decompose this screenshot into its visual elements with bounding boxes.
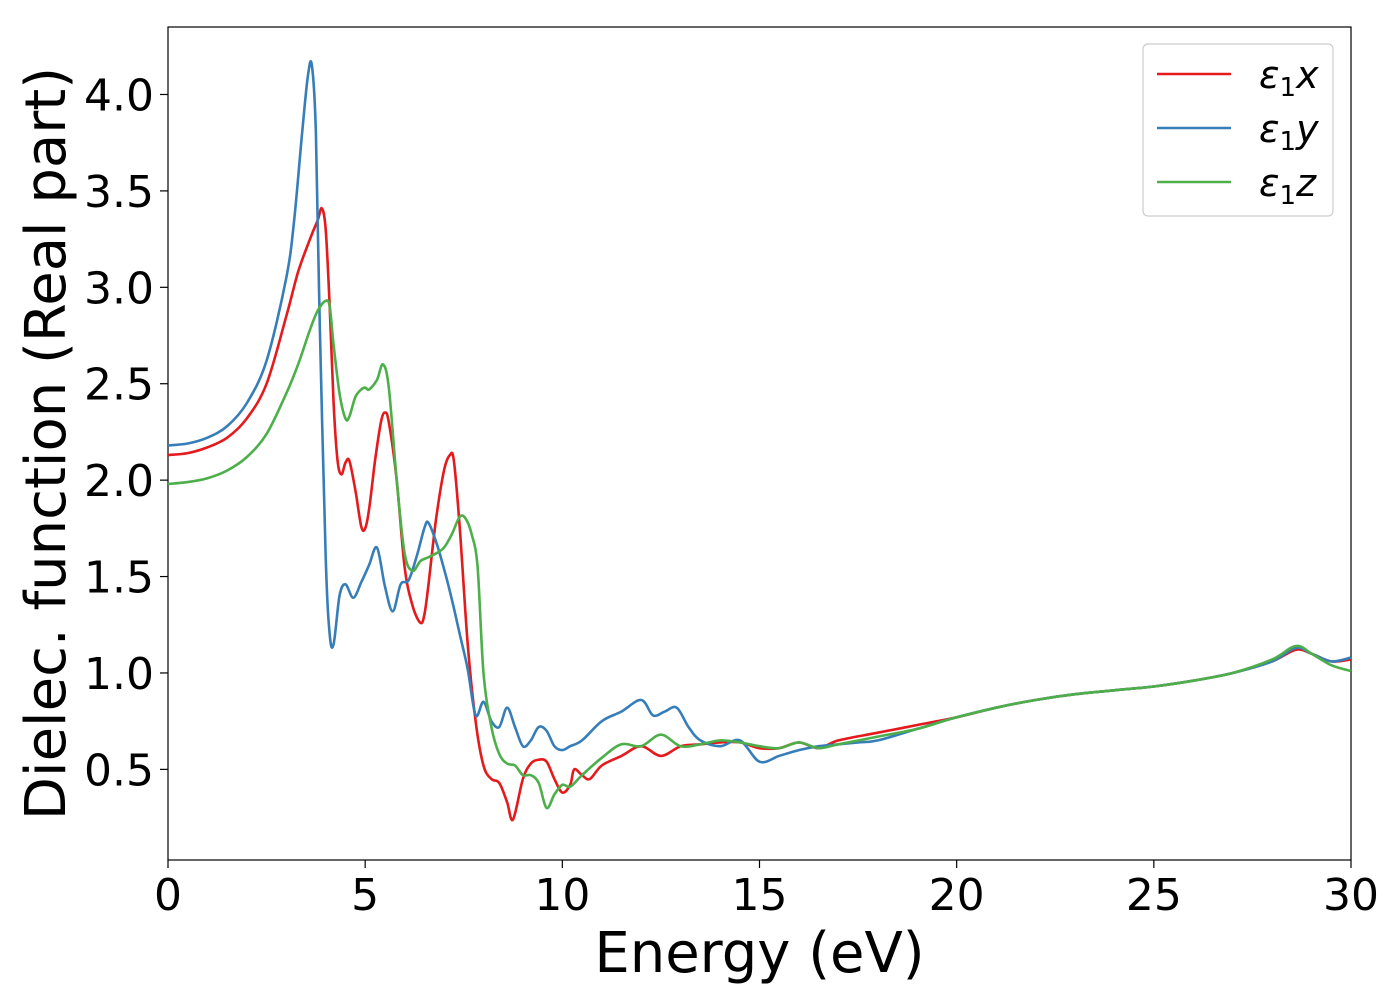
- y-tick-label: 3.0: [84, 263, 154, 314]
- y-tick-label: 3.5: [84, 167, 154, 218]
- y-axis-ticks: 0.5 1.0 1.5 2.0 2.5 3.0 3.5 4.0: [84, 70, 168, 796]
- legend-label-epsilon1z: ε1z: [1259, 161, 1317, 211]
- legend-label-epsilon1y: ε1y: [1259, 107, 1319, 157]
- x-tick-label: 25: [1126, 870, 1182, 921]
- y-tick-label: 0.5: [84, 745, 154, 796]
- y-tick-label: 1.5: [84, 553, 154, 604]
- x-tick-label: 20: [929, 870, 985, 921]
- x-tick-label: 15: [732, 870, 788, 921]
- y-tick-label: 2.5: [84, 360, 154, 411]
- series-lines: [167, 60, 1352, 822]
- legend-box: [1142, 43, 1334, 217]
- x-tick-label: 0: [154, 870, 182, 921]
- series-line-epsilon1z: [167, 299, 1352, 810]
- y-axis-label: Dielec. function (Real part): [14, 67, 79, 820]
- x-tick-label: 5: [351, 870, 379, 921]
- x-tick-label: 10: [534, 870, 590, 921]
- y-tick-label: 1.0: [84, 649, 154, 700]
- legend-label-epsilon1x: ε1x: [1259, 53, 1319, 103]
- x-tick-label: 30: [1323, 870, 1379, 921]
- y-tick-label: 4.0: [84, 70, 154, 121]
- x-axis-label: Energy (eV): [594, 921, 924, 986]
- series-line-epsilon1x: [167, 206, 1352, 822]
- y-tick-label: 2.0: [84, 456, 154, 507]
- x-axis-ticks: 0 5 10 15 20 25 30: [154, 860, 1379, 921]
